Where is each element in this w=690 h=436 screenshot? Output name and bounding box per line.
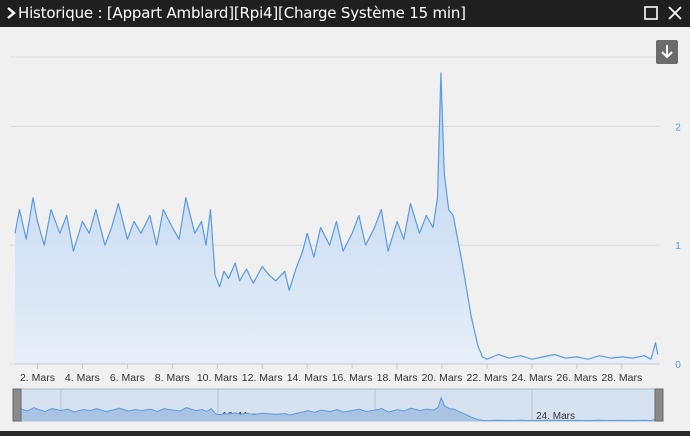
x-tick-label: 24. Mars: [511, 372, 552, 384]
navigator-right-handle[interactable]: [654, 388, 664, 422]
y-tick-label: 1: [675, 241, 681, 252]
chart-area: 0 1 2 2. Mars 4. Mars 6. Mars 8. Mars 10. Mars 1…: [0, 27, 690, 431]
close-icon[interactable]: [666, 4, 684, 22]
x-tick-label: 10. Mars: [197, 372, 238, 384]
x-tick-label: 28. Mars: [601, 372, 642, 384]
x-tick-label: 2. Mars: [20, 372, 55, 384]
x-tick-label: 26. Mars: [556, 372, 597, 384]
navigator-line: [15, 396, 658, 422]
navigator-left-handle[interactable]: [12, 388, 22, 422]
x-tick-label: 8. Mars: [155, 372, 190, 384]
maximize-icon[interactable]: [642, 4, 660, 22]
chevron-right-icon[interactable]: [4, 4, 18, 22]
series-line: [14, 72, 659, 360]
x-tick-label: 22. Mars: [467, 372, 508, 384]
x-tick-label: 4. Mars: [65, 372, 100, 384]
series-area: [15, 72, 658, 365]
window-title: Historique : [Appart Amblard][Rpi4][Char…: [18, 4, 466, 22]
navigator-area: [16, 397, 658, 421]
x-tick-label: 16. Mars: [332, 372, 373, 384]
navigator-tick-label: 24. Mars: [536, 411, 575, 422]
download-button[interactable]: [656, 40, 678, 64]
x-tick-label: 20. Mars: [422, 372, 463, 384]
download-arrow-icon: [661, 45, 673, 59]
x-tick-label: 18. Mars: [377, 372, 418, 384]
x-tick-label: 6. Mars: [110, 372, 145, 384]
y-tick-label: 2: [675, 122, 681, 133]
x-tick-label: 14. Mars: [287, 372, 328, 384]
title-bar: Historique : [Appart Amblard][Rpi4][Char…: [0, 0, 690, 27]
x-tick-label: 12. Mars: [242, 372, 283, 384]
y-tick-label: 0: [675, 360, 681, 371]
